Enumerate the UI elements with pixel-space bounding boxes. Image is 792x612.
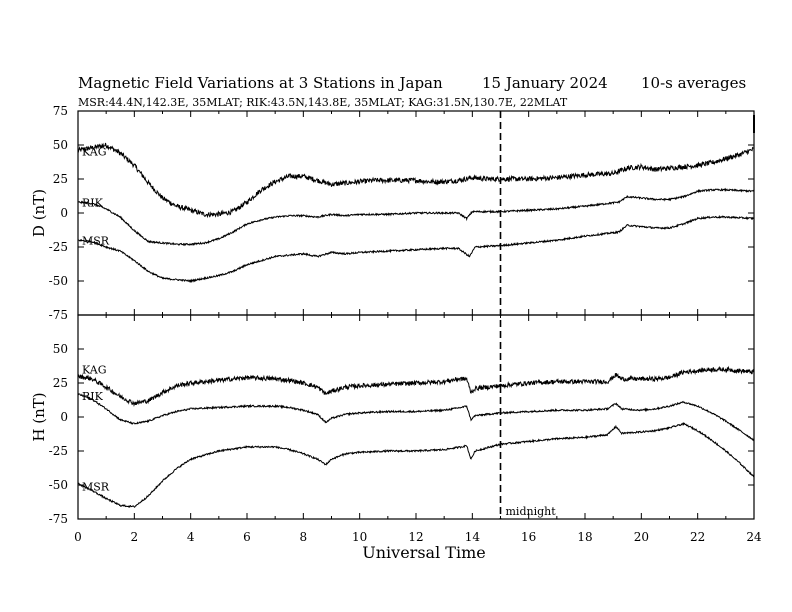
y-tick-label: -50 (49, 478, 68, 492)
x-tick-label: 6 (243, 530, 251, 544)
chart-subtitle: MSR:44.4N,142.3E, 35MLAT; RIK:43.5N,143.… (78, 96, 568, 109)
chart-title: Magnetic Field Variations at 3 Stations … (78, 74, 443, 92)
x-tick-label: 22 (690, 530, 705, 544)
x-tick-label: 18 (577, 530, 592, 544)
series-line-kag (77, 365, 755, 408)
x-tick-label: 24 (746, 530, 762, 544)
series-line-rik (77, 393, 755, 442)
series-label-rik: RIK (82, 197, 104, 210)
x-tick-label: 2 (131, 530, 139, 544)
x-tick-label: 4 (187, 530, 195, 544)
x-axis-label: Universal Time (362, 543, 485, 562)
series-label-kag: KAG (82, 145, 107, 158)
midnight-label: midnight (506, 505, 557, 518)
y-tick-label: 50 (53, 138, 68, 152)
series-line-msr (77, 214, 755, 284)
chart-averaging: 10-s averages (641, 74, 746, 92)
y-tick-label: 0 (60, 206, 68, 220)
y-tick-label: -75 (49, 308, 68, 322)
x-tick-label: 10 (352, 530, 367, 544)
y-axis-label: H (nT) (30, 392, 48, 441)
y-tick-label: -50 (49, 274, 68, 288)
series-line-msr (77, 422, 755, 509)
series-label-rik: RIK (82, 390, 104, 403)
y-axis-label: D (nT) (30, 189, 48, 237)
x-tick-label: 16 (521, 530, 536, 544)
y-tick-label: -75 (49, 512, 68, 526)
y-tick-label: -25 (49, 444, 68, 458)
y-tick-label: 50 (53, 342, 68, 356)
series-line-kag (77, 142, 755, 219)
x-tick-label: 8 (300, 530, 308, 544)
x-tick-label: 20 (634, 530, 649, 544)
series-label-kag: KAG (82, 363, 107, 376)
series-label-msr: MSR (82, 480, 110, 493)
y-tick-label: 75 (53, 104, 68, 118)
panel-frame (77, 314, 755, 520)
x-tick-label: 0 (74, 530, 82, 544)
y-tick-label: 25 (53, 376, 68, 390)
y-tick-label: 0 (60, 410, 68, 424)
panel-d: 75 50 25 0 -25 -50 -75 D (nT) KAG RIK MSR (30, 104, 755, 322)
panel-h: 50 25 0 -25 -50 -75 H (nT) KAG RIK MSR (30, 314, 755, 526)
y-tick-label: -25 (49, 240, 68, 254)
x-tick-label: 12 (408, 530, 423, 544)
x-tick-label: 14 (465, 530, 481, 544)
y-tick-label: 25 (53, 172, 68, 186)
chart-date: 15 January 2024 (482, 74, 608, 92)
series-line-rik (77, 187, 755, 247)
series-label-msr: MSR (82, 235, 110, 248)
